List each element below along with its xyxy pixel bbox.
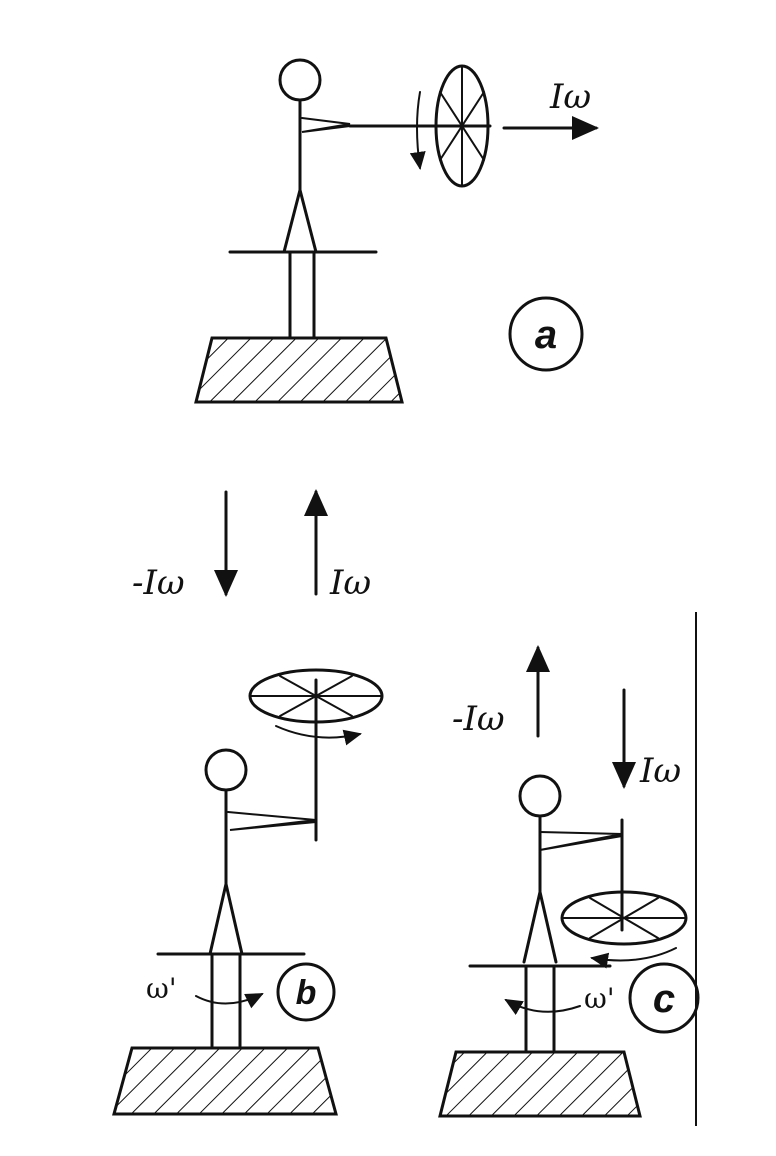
- pedestal-base-b: [112, 1046, 338, 1116]
- neg-momentum-label-c: -Iω: [452, 699, 505, 739]
- wheel-a: [434, 64, 490, 188]
- badge-circle-b: [276, 962, 336, 1022]
- person-head-c: [518, 774, 562, 818]
- rotation-arrow-c: [504, 998, 581, 1016]
- wheel-spin-arrow-c: [590, 947, 677, 969]
- person-arms-a: [301, 117, 351, 133]
- badge-circle-a: [508, 296, 584, 372]
- badge-circle-c: [628, 962, 700, 1034]
- person-head-a: [278, 58, 322, 102]
- neg-momentum-label-b: -Iω: [132, 563, 185, 603]
- rotation-label-c: ω': [584, 982, 615, 1015]
- panel-c: -Iω Iω ω' c: [438, 645, 700, 1118]
- badge-label-a: a: [535, 313, 557, 357]
- pedestal-base-a: [194, 336, 404, 404]
- badge-label-b: b: [296, 974, 317, 1012]
- wheel-spin-arrow-a: [409, 91, 426, 170]
- person-legs-c: [522, 890, 558, 964]
- momentum-label-a: Iω: [549, 77, 591, 117]
- person-arms-b: [227, 811, 317, 831]
- badge-label-c: c: [653, 977, 675, 1021]
- wheel-spin-arrow-b: [275, 725, 362, 746]
- person-head-b: [204, 748, 248, 792]
- momentum-label-b: Iω: [329, 563, 371, 603]
- person-legs-a: [282, 188, 318, 254]
- rotation-arrow-b: [195, 993, 264, 1009]
- momentum-label-c: Iω: [639, 751, 681, 791]
- wheel-c: [560, 890, 688, 946]
- pedestal-base-c: [438, 1050, 642, 1118]
- rotation-label-b: ω': [146, 972, 177, 1005]
- panel-a: Iω a: [194, 58, 599, 404]
- panel-b: -Iω Iω ω' b: [112, 489, 384, 1116]
- person-arms-c: [539, 831, 623, 851]
- person-legs-b: [208, 882, 244, 956]
